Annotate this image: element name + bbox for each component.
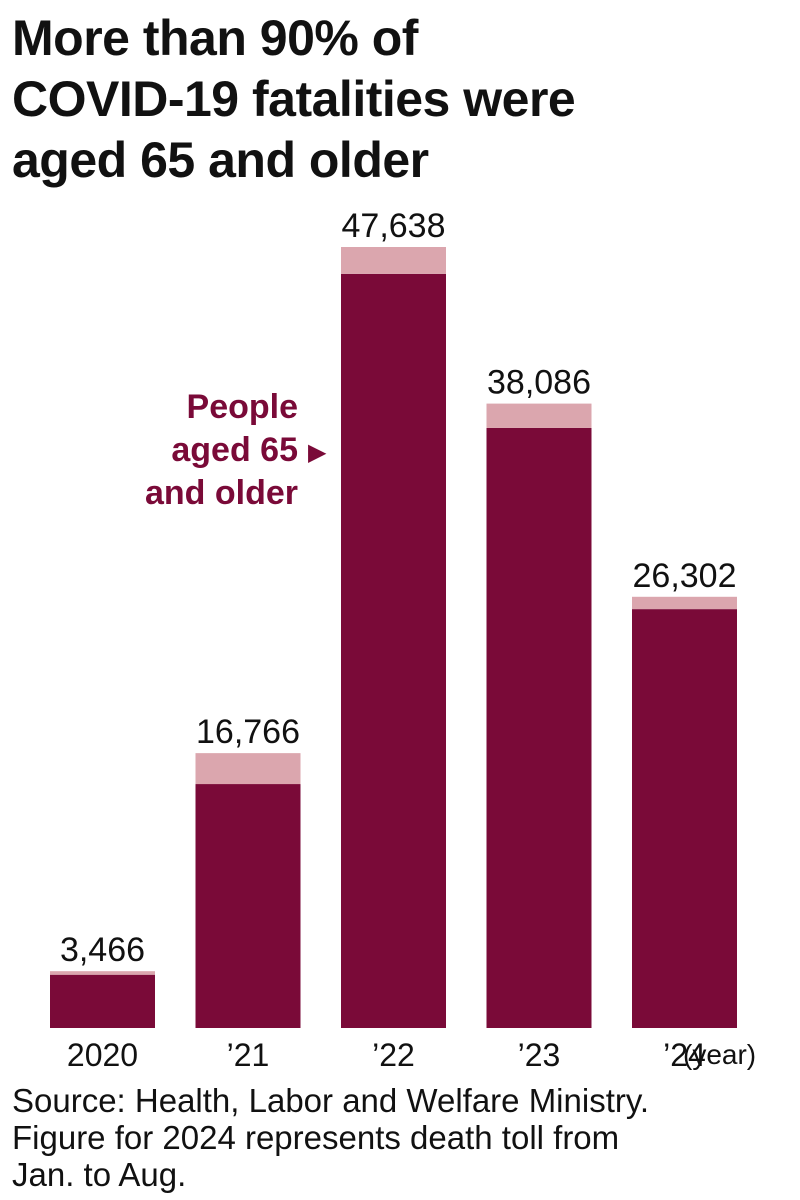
source-line-1: Source: Health, Labor and Welfare Minist…: [12, 1082, 650, 1119]
bar-total-remainder: [486, 403, 592, 428]
bar-total-remainder: [50, 971, 155, 975]
bar-aged-65-plus: [195, 784, 301, 1028]
bar-value-label: 16,766: [196, 713, 300, 751]
bar-total-remainder: [195, 753, 301, 785]
source-note: Source: Health, Labor and Welfare Minist…: [12, 1082, 792, 1193]
x-tick-label: 2020: [67, 1037, 138, 1073]
bar-aged-65-plus: [486, 427, 592, 1028]
annotation-line-2: aged 65: [171, 431, 298, 469]
x-tick-label: ’23: [518, 1037, 561, 1073]
bar-value-label: 47,638: [342, 207, 446, 245]
bar-aged-65-plus: [632, 609, 737, 1028]
series-annotation: People aged 65 and older ▶: [145, 388, 327, 512]
x-axis-labels: 2020 ’21 ’22 ’23 ’24: [67, 1037, 706, 1073]
title-line-1: More than 90% of: [12, 10, 418, 66]
x-tick-label: ’21: [227, 1037, 270, 1073]
bar-value-label: 3,466: [60, 931, 145, 969]
bar-total-remainder: [341, 247, 446, 274]
title-line-3: aged 65 and older: [12, 132, 429, 188]
bar-value-label: 38,086: [487, 364, 591, 402]
value-labels-group: 3,466 16,766 47,638 38,086 26,302: [60, 207, 737, 969]
bar-aged-65-plus: [50, 974, 155, 1028]
annotation-line-3: and older: [145, 474, 298, 512]
bar-value-label: 26,302: [633, 557, 737, 595]
year-unit-label: (year): [683, 1039, 756, 1070]
bar-chart: 3,466 16,766 47,638 38,086 26,302 2020 ’21 ’22…: [50, 207, 756, 1073]
chart-title: More than 90% of COVID-19 fatalities wer…: [12, 8, 792, 191]
source-line-2: Figure for 2024 represents death toll fr…: [12, 1119, 620, 1156]
title-line-2: COVID-19 fatalities were: [12, 71, 576, 127]
bar-aged-65-plus: [341, 273, 446, 1029]
x-tick-label: ’24: [663, 1037, 706, 1073]
bar-total-remainder: [632, 596, 737, 610]
annotation-arrow-icon: ▶: [308, 439, 327, 466]
x-tick-label: ’22: [372, 1037, 415, 1073]
annotation-line-1: People: [187, 388, 298, 426]
source-line-3: Jan. to Aug.: [12, 1156, 187, 1193]
bars-group: [50, 247, 737, 1029]
